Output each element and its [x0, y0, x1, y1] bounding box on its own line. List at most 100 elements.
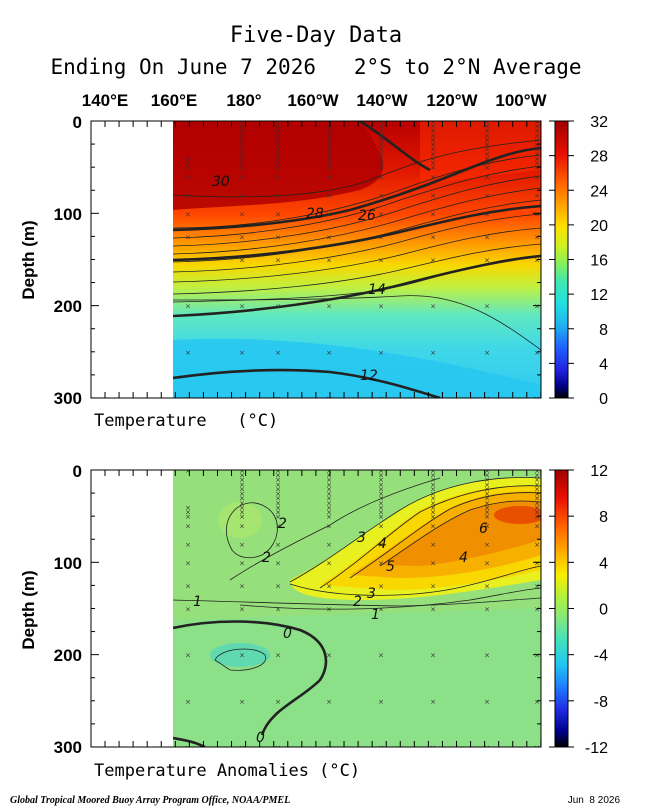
sample-marker: × — [484, 698, 490, 706]
sample-marker: × — [534, 123, 540, 131]
sample-marker: × — [326, 504, 332, 512]
sample-marker: × — [275, 132, 281, 140]
sample-marker: × — [378, 485, 384, 493]
sample-marker: × — [275, 490, 281, 498]
sample-marker: × — [326, 150, 332, 158]
sample-marker: × — [534, 490, 540, 498]
sample-marker: × — [484, 476, 490, 484]
anom-ytick-100: 100 — [54, 554, 82, 573]
sample-marker: × — [275, 146, 281, 154]
sample-marker: × — [275, 155, 281, 163]
anom-ytick-200: 200 — [54, 646, 82, 665]
sample-marker: × — [430, 522, 436, 530]
sample-marker: × — [326, 485, 332, 493]
anomaly-axis-ticks — [91, 469, 542, 748]
sample-marker: × — [534, 118, 540, 126]
sample-marker: × — [484, 559, 490, 567]
lon-label-160e: 160°E — [151, 91, 198, 110]
colorbar-tick-label: 8 — [599, 509, 608, 526]
sample-marker: × — [326, 155, 332, 163]
sample-marker: × — [378, 192, 384, 200]
sample-marker: × — [239, 303, 245, 311]
sample-marker: × — [378, 164, 384, 172]
sample-marker: × — [326, 509, 332, 517]
sample-marker: × — [326, 522, 332, 530]
temperature-colorbar-ticks: 32 28 24 20 16 12 8 4 0 — [549, 114, 608, 408]
sample-marker: × — [378, 744, 384, 752]
sample-marker: × — [326, 118, 332, 126]
sample-marker: × — [239, 495, 245, 503]
sample-marker: × — [378, 652, 384, 660]
sample-marker: × — [326, 233, 332, 241]
sample-marker: × — [239, 472, 245, 480]
sample-marker: × — [239, 233, 245, 241]
sample-marker: × — [239, 698, 245, 706]
sample-marker: × — [430, 132, 436, 140]
sample-marker: × — [239, 490, 245, 498]
sample-marker: × — [185, 257, 191, 265]
sample-marker: × — [534, 652, 540, 660]
sample-marker: × — [275, 485, 281, 493]
sample-marker: × — [484, 173, 490, 181]
sample-marker: × — [239, 467, 245, 475]
sample-marker: × — [378, 472, 384, 480]
sample-marker: × — [534, 509, 540, 517]
sample-marker: × — [326, 698, 332, 706]
sample-marker: × — [185, 118, 191, 126]
temperature-y-tick-labels: 0 100 200 300 — [54, 113, 82, 408]
sample-marker: × — [239, 164, 245, 172]
sample-marker: × — [239, 652, 245, 660]
sample-marker: × — [275, 210, 281, 218]
sample-marker: × — [430, 150, 436, 158]
sample-marker: × — [484, 504, 490, 512]
sample-marker: × — [326, 495, 332, 503]
sample-marker: × — [185, 210, 191, 218]
sample-marker: × — [484, 127, 490, 135]
sample-marker: × — [484, 150, 490, 158]
sample-marker: × — [275, 522, 281, 530]
sample-marker: × — [534, 472, 540, 480]
sample-marker: × — [185, 164, 191, 172]
sample-marker: × — [430, 744, 436, 752]
sample-marker: × — [430, 499, 436, 507]
sample-marker: × — [378, 513, 384, 521]
sample-marker: × — [484, 141, 490, 149]
colorbar-tick-label: 16 — [590, 253, 608, 270]
sample-marker: × — [430, 606, 436, 614]
sample-marker: × — [430, 155, 436, 163]
sample-marker: × — [185, 160, 191, 168]
sample-marker: × — [378, 509, 384, 517]
sample-marker: × — [275, 141, 281, 149]
sample-marker: × — [239, 150, 245, 158]
sample-marker: × — [534, 606, 540, 614]
sample-marker: × — [534, 744, 540, 752]
sample-marker: × — [185, 504, 191, 512]
sample-marker: × — [430, 481, 436, 489]
anomaly-y-tick-labels: 0 100 200 300 — [54, 462, 82, 757]
sample-marker: × — [185, 522, 191, 530]
sample-marker: × — [534, 141, 540, 149]
sample-marker: × — [484, 146, 490, 154]
anom-ytick-0: 0 — [73, 462, 82, 481]
sample-marker: × — [534, 146, 540, 154]
sample-marker: × — [275, 606, 281, 614]
sample-marker: × — [378, 233, 384, 241]
anom-contour-label-1b: 1 — [371, 607, 380, 623]
sample-marker: × — [534, 132, 540, 140]
sample-marker: × — [239, 257, 245, 265]
anom-contour-label-2a: 2 — [278, 516, 287, 532]
sample-marker: × — [534, 481, 540, 489]
sample-marker: × — [484, 606, 490, 614]
sample-marker: × — [275, 495, 281, 503]
sample-marker: × — [430, 559, 436, 567]
sample-marker: × — [326, 559, 332, 567]
sample-marker: × — [534, 127, 540, 135]
sample-marker: × — [534, 155, 540, 163]
sample-marker: × — [185, 349, 191, 357]
sample-marker: × — [534, 303, 540, 311]
temperature-contour-labels: 30 28 26 14 12 — [212, 174, 386, 384]
sample-marker: × — [378, 582, 384, 590]
sample-marker: × — [378, 136, 384, 144]
sample-marker: × — [378, 499, 384, 507]
sample-marker: × — [239, 606, 245, 614]
